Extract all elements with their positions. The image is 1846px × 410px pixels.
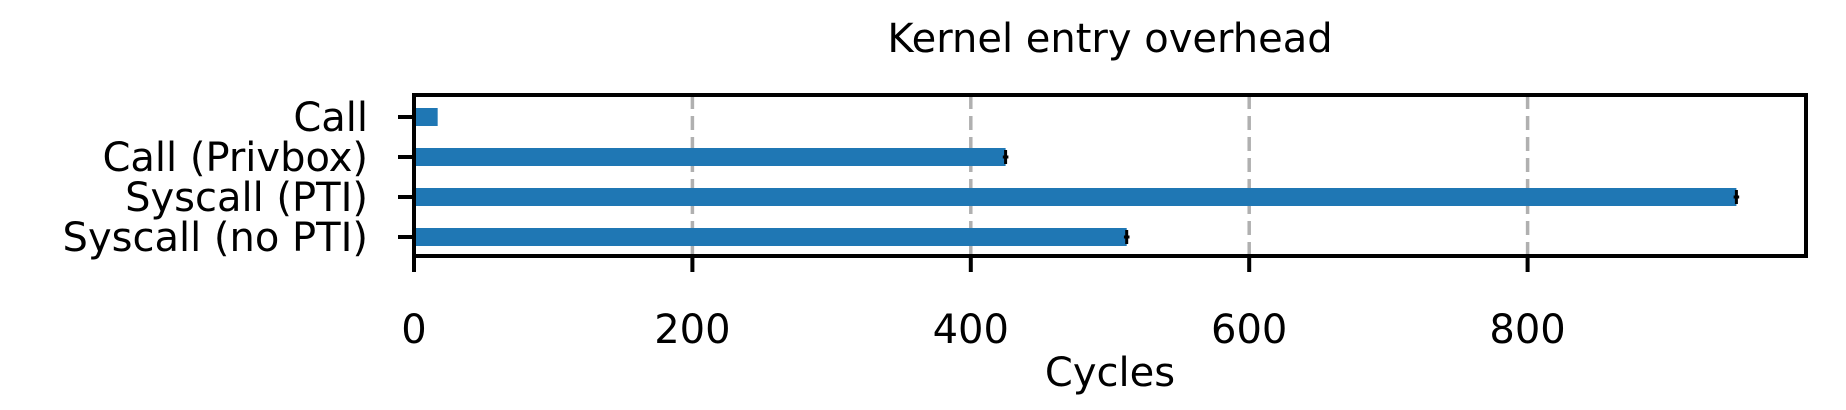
x-tick-label: 0 — [401, 307, 426, 353]
x-axis-label: Cycles — [1045, 350, 1175, 396]
x-tick-label: 400 — [933, 307, 1009, 353]
x-axis: 0 200 400 600 800 — [401, 256, 1566, 353]
x-tick-label: 200 — [654, 307, 730, 353]
bar-layer — [416, 108, 1740, 246]
y-tick-label: Syscall (no PTI) — [63, 215, 368, 261]
y-tick-label: Syscall (PTI) — [125, 175, 368, 221]
bar — [416, 228, 1127, 246]
x-tick-label: 800 — [1489, 307, 1565, 353]
chart-title: Kernel entry overhead — [887, 16, 1332, 62]
bar — [416, 188, 1737, 206]
bar — [416, 108, 438, 126]
plot-frame — [412, 93, 1808, 258]
bar — [416, 148, 1006, 166]
y-tick-label: Call — [293, 95, 368, 141]
y-tick-label: Call (Privbox) — [102, 135, 368, 181]
x-tick-label: 600 — [1211, 307, 1287, 353]
